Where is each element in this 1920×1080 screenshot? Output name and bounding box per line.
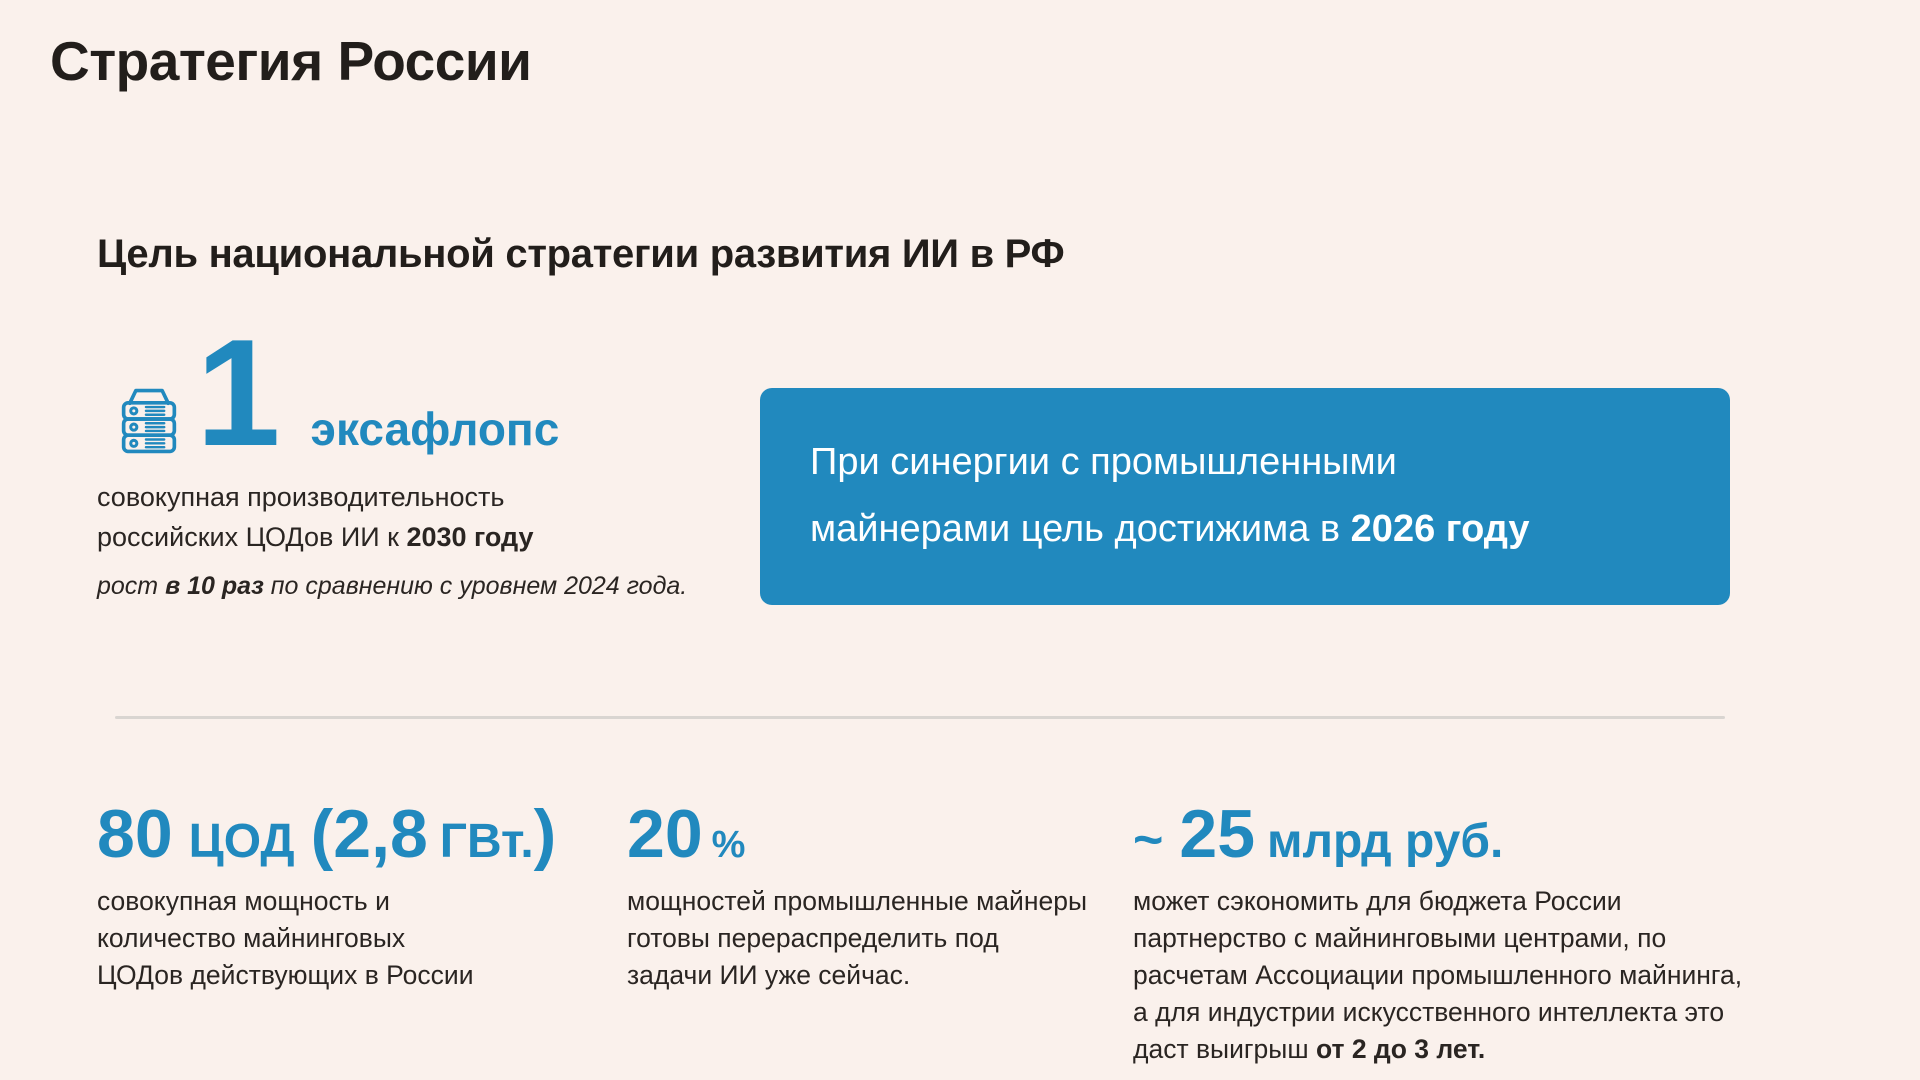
stat-datacenters-description: совокупная мощность и количество майнинг… <box>97 886 474 990</box>
achievable-year: 2026 году <box>1350 508 1530 550</box>
server-rack-icon <box>114 383 184 455</box>
section-divider <box>115 716 1725 719</box>
stat-capacity-value: 20% <box>627 796 746 872</box>
exaflops-description: совокупная производительность российских… <box>97 477 534 557</box>
stat-datacenters: 80 ЦОД (2,8 ГВт.) совокупная мощность и кол… <box>97 796 557 994</box>
exaflops-description-line1: совокупная производительность <box>97 482 505 512</box>
stat-savings-description: может сэкономить для бюджета России парт… <box>1133 886 1743 1064</box>
stat-savings: ~25 млрд руб. может сэкономить для бюджет… <box>1133 800 1751 1068</box>
exaflops-value: 1 <box>196 308 281 478</box>
stat-savings-value: ~25 млрд руб. <box>1133 796 1504 872</box>
stat-capacity-description: мощностей промышленные майнеры готовы пе… <box>627 886 1088 990</box>
savings-benefit: от 2 до 3 лет. <box>1315 1034 1486 1064</box>
growth-note: рост в 10 раз по сравнению с уровнем 202… <box>97 572 688 600</box>
growth-multiplier: в 10 раз <box>165 572 264 600</box>
synergy-callout-box: При синергии с промышленными майнерами ц… <box>760 388 1730 605</box>
stat-capacity: 20% мощностей промышленные майнеры готов… <box>627 800 1087 994</box>
exaflops-stat: 1 эксафлопс <box>196 317 559 469</box>
callout-line2: майнерами цель достижима в 2026 году <box>810 508 1530 550</box>
target-year: 2030 году <box>406 522 534 552</box>
stat-datacenters-value: 80 ЦОД (2,8 ГВт.) <box>97 796 557 872</box>
page-title: Стратегия России <box>50 30 532 92</box>
exaflops-description-line2: российских ЦОДов ИИ к 2030 году <box>97 522 534 552</box>
goal-heading: Цель национальной стратегии развития ИИ … <box>97 232 1065 276</box>
callout-line1: При синергии с промышленными <box>810 441 1397 484</box>
exaflops-unit: эксафлопс <box>310 403 560 455</box>
